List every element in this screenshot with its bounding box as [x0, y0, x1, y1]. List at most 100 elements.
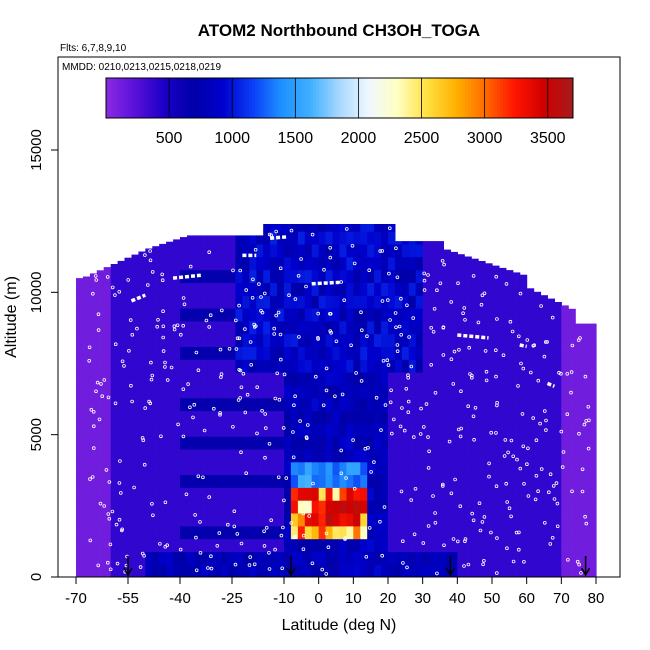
heatmap-cell — [110, 410, 119, 424]
heatmap-cell — [221, 295, 230, 309]
heatmap-cell — [318, 474, 327, 488]
cruise-leg — [571, 302, 580, 309]
heatmap-cell — [110, 513, 119, 527]
heatmap-cell — [145, 513, 153, 527]
heatmap-cell — [561, 333, 569, 347]
heatmap-cell — [207, 513, 216, 527]
heatmap-cell — [339, 397, 347, 412]
heatmap-cell — [457, 551, 465, 565]
heatmap-cell — [429, 436, 438, 450]
heatmap-cell — [263, 423, 271, 437]
colorbar-swatch — [117, 78, 121, 118]
heatmap-cell — [512, 436, 521, 450]
heatmap-cell — [381, 359, 389, 373]
heatmap-cell — [228, 487, 236, 501]
heatmap-cell — [270, 295, 278, 309]
flight-point — [217, 531, 222, 535]
heatmap-cell — [152, 500, 160, 514]
heatmap-cell — [568, 564, 576, 577]
heatmap-cell — [512, 295, 521, 309]
heatmap-cell — [117, 474, 126, 488]
flight-point — [292, 403, 296, 408]
heatmap-cell — [401, 282, 410, 296]
heatmap-cell — [360, 231, 368, 245]
heatmap-cell — [152, 410, 160, 424]
heatmap-cell — [554, 513, 562, 527]
flight-point — [494, 274, 499, 279]
heatmap-cell — [422, 256, 431, 271]
colorbar-swatch — [348, 78, 352, 118]
heatmap-cell — [381, 320, 389, 335]
heatmap-cell — [207, 384, 216, 399]
heatmap-cell — [124, 538, 132, 552]
heatmap-cell — [325, 551, 334, 565]
heatmap-cell — [408, 410, 417, 424]
heatmap-cell — [186, 372, 195, 386]
heatmap-cell — [485, 359, 493, 373]
heatmap-cell — [450, 513, 458, 527]
flight-point — [447, 439, 452, 444]
heatmap-cell — [76, 278, 84, 283]
heatmap-cell — [547, 384, 555, 399]
heatmap-cell — [401, 346, 410, 360]
heatmap-cell — [478, 333, 486, 347]
heatmap-cell — [457, 461, 465, 476]
heatmap-cell — [547, 397, 555, 412]
flight-point — [291, 430, 295, 434]
heatmap-cell — [547, 436, 555, 450]
heatmap-cell — [152, 346, 160, 360]
heatmap-cell — [214, 423, 223, 437]
flight-point — [525, 338, 530, 342]
colorbar-swatch — [263, 78, 267, 118]
flight-point — [395, 343, 400, 347]
colorbar-swatch — [479, 78, 483, 118]
heatmap-cell — [242, 235, 250, 245]
heatmap-cell — [492, 525, 500, 540]
heatmap-cell — [450, 384, 458, 399]
heatmap-cell — [589, 551, 597, 565]
heatmap-cell — [159, 243, 167, 258]
heatmap-cell — [235, 500, 243, 514]
heatmap-cell — [589, 461, 597, 476]
x-tick-label: 50 — [484, 590, 501, 607]
heatmap-cell — [388, 474, 396, 488]
heatmap-cell — [214, 295, 223, 309]
flight-point — [545, 340, 549, 344]
heatmap-cell — [180, 282, 188, 296]
flight-point — [143, 406, 148, 410]
heatmap-cell — [415, 538, 424, 552]
heatmap-cell — [138, 525, 146, 540]
heatmap-cell — [450, 251, 458, 258]
heatmap-cell — [374, 436, 382, 450]
flight-point — [494, 484, 499, 489]
colorbar-swatch — [155, 78, 159, 118]
heatmap-cell — [200, 397, 209, 412]
heatmap-cell — [82, 333, 91, 347]
colorbar-swatch — [339, 78, 343, 118]
colorbar-swatch — [505, 78, 510, 118]
flight-point — [278, 332, 283, 337]
heatmap-cell — [332, 448, 340, 463]
heatmap-cell — [103, 397, 112, 412]
heatmap-cell — [277, 564, 285, 577]
heatmap-cell — [145, 308, 153, 322]
flight-point — [455, 539, 460, 544]
heatmap-cell — [117, 260, 126, 271]
heatmap-cell — [235, 564, 243, 577]
heatmap-cell — [180, 410, 188, 424]
heatmap-cell — [103, 500, 112, 514]
heatmap-cell — [235, 525, 243, 540]
heatmap-cell — [124, 474, 132, 488]
heatmap-cell — [325, 410, 334, 424]
heatmap-cell — [159, 513, 167, 527]
flight-point — [565, 412, 570, 417]
heatmap-cell — [471, 295, 479, 309]
heatmap-cell — [540, 500, 548, 514]
heatmap-cell — [492, 333, 500, 347]
heatmap-cell — [311, 372, 320, 386]
heatmap-cell — [582, 423, 590, 437]
heatmap-cell — [207, 410, 216, 424]
heatmap-cell — [304, 243, 313, 258]
heatmap-cell — [235, 269, 243, 283]
heatmap-cell — [242, 538, 250, 552]
